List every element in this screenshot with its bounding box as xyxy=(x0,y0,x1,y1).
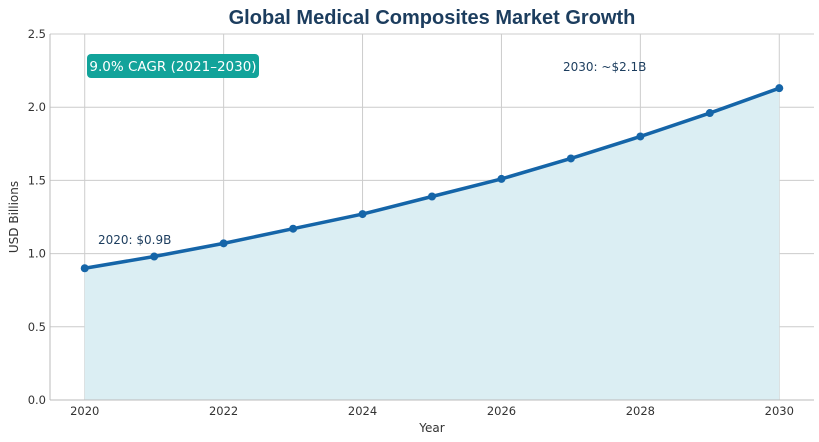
data-point xyxy=(775,84,784,93)
x-tick-label: 2024 xyxy=(348,404,377,418)
y-tick-label: 0.0 xyxy=(28,393,46,407)
data-points xyxy=(80,84,784,273)
data-point xyxy=(705,109,714,118)
y-axis-label: USD Billions xyxy=(7,181,21,253)
series-area-fill xyxy=(84,88,780,400)
cagr-badge-text: 9.0% CAGR (2021–2030) xyxy=(89,59,256,75)
x-axis-label: Year xyxy=(418,421,444,435)
y-tick-label: 2.0 xyxy=(28,100,46,114)
y-tick-labels: 0.0 0.5 1.0 1.5 2.0 2.5 xyxy=(28,27,46,407)
data-point xyxy=(497,174,506,183)
x-tick-label: 2026 xyxy=(487,404,516,418)
cagr-badge-background xyxy=(87,54,259,78)
data-point xyxy=(150,252,159,261)
data-point xyxy=(219,239,228,248)
cagr-badge: 9.0% CAGR (2021–2030) xyxy=(87,54,259,78)
start-annotation: 2020: $0.9B xyxy=(98,233,171,247)
data-point xyxy=(358,210,367,219)
end-annotation: 2030: ~$2.1B xyxy=(563,60,646,74)
data-point xyxy=(289,224,298,233)
y-tick-label: 2.5 xyxy=(28,27,46,41)
chart-title: Global Medical Composites Market Growth xyxy=(229,7,636,29)
y-tick-label: 0.5 xyxy=(28,320,46,334)
x-tick-label: 2028 xyxy=(626,404,655,418)
y-tick-label: 1.0 xyxy=(28,247,46,261)
x-tick-labels: 2020 2022 2024 2026 2028 2030 xyxy=(70,404,794,418)
data-point xyxy=(80,264,89,273)
data-point xyxy=(428,192,436,201)
y-tick-label: 1.5 xyxy=(28,173,46,187)
x-tick-label: 2020 xyxy=(70,404,99,418)
data-point xyxy=(636,132,645,141)
x-tick-label: 2030 xyxy=(765,404,794,418)
axes xyxy=(49,34,814,401)
data-point xyxy=(566,154,575,163)
x-tick-label: 2022 xyxy=(209,404,238,418)
